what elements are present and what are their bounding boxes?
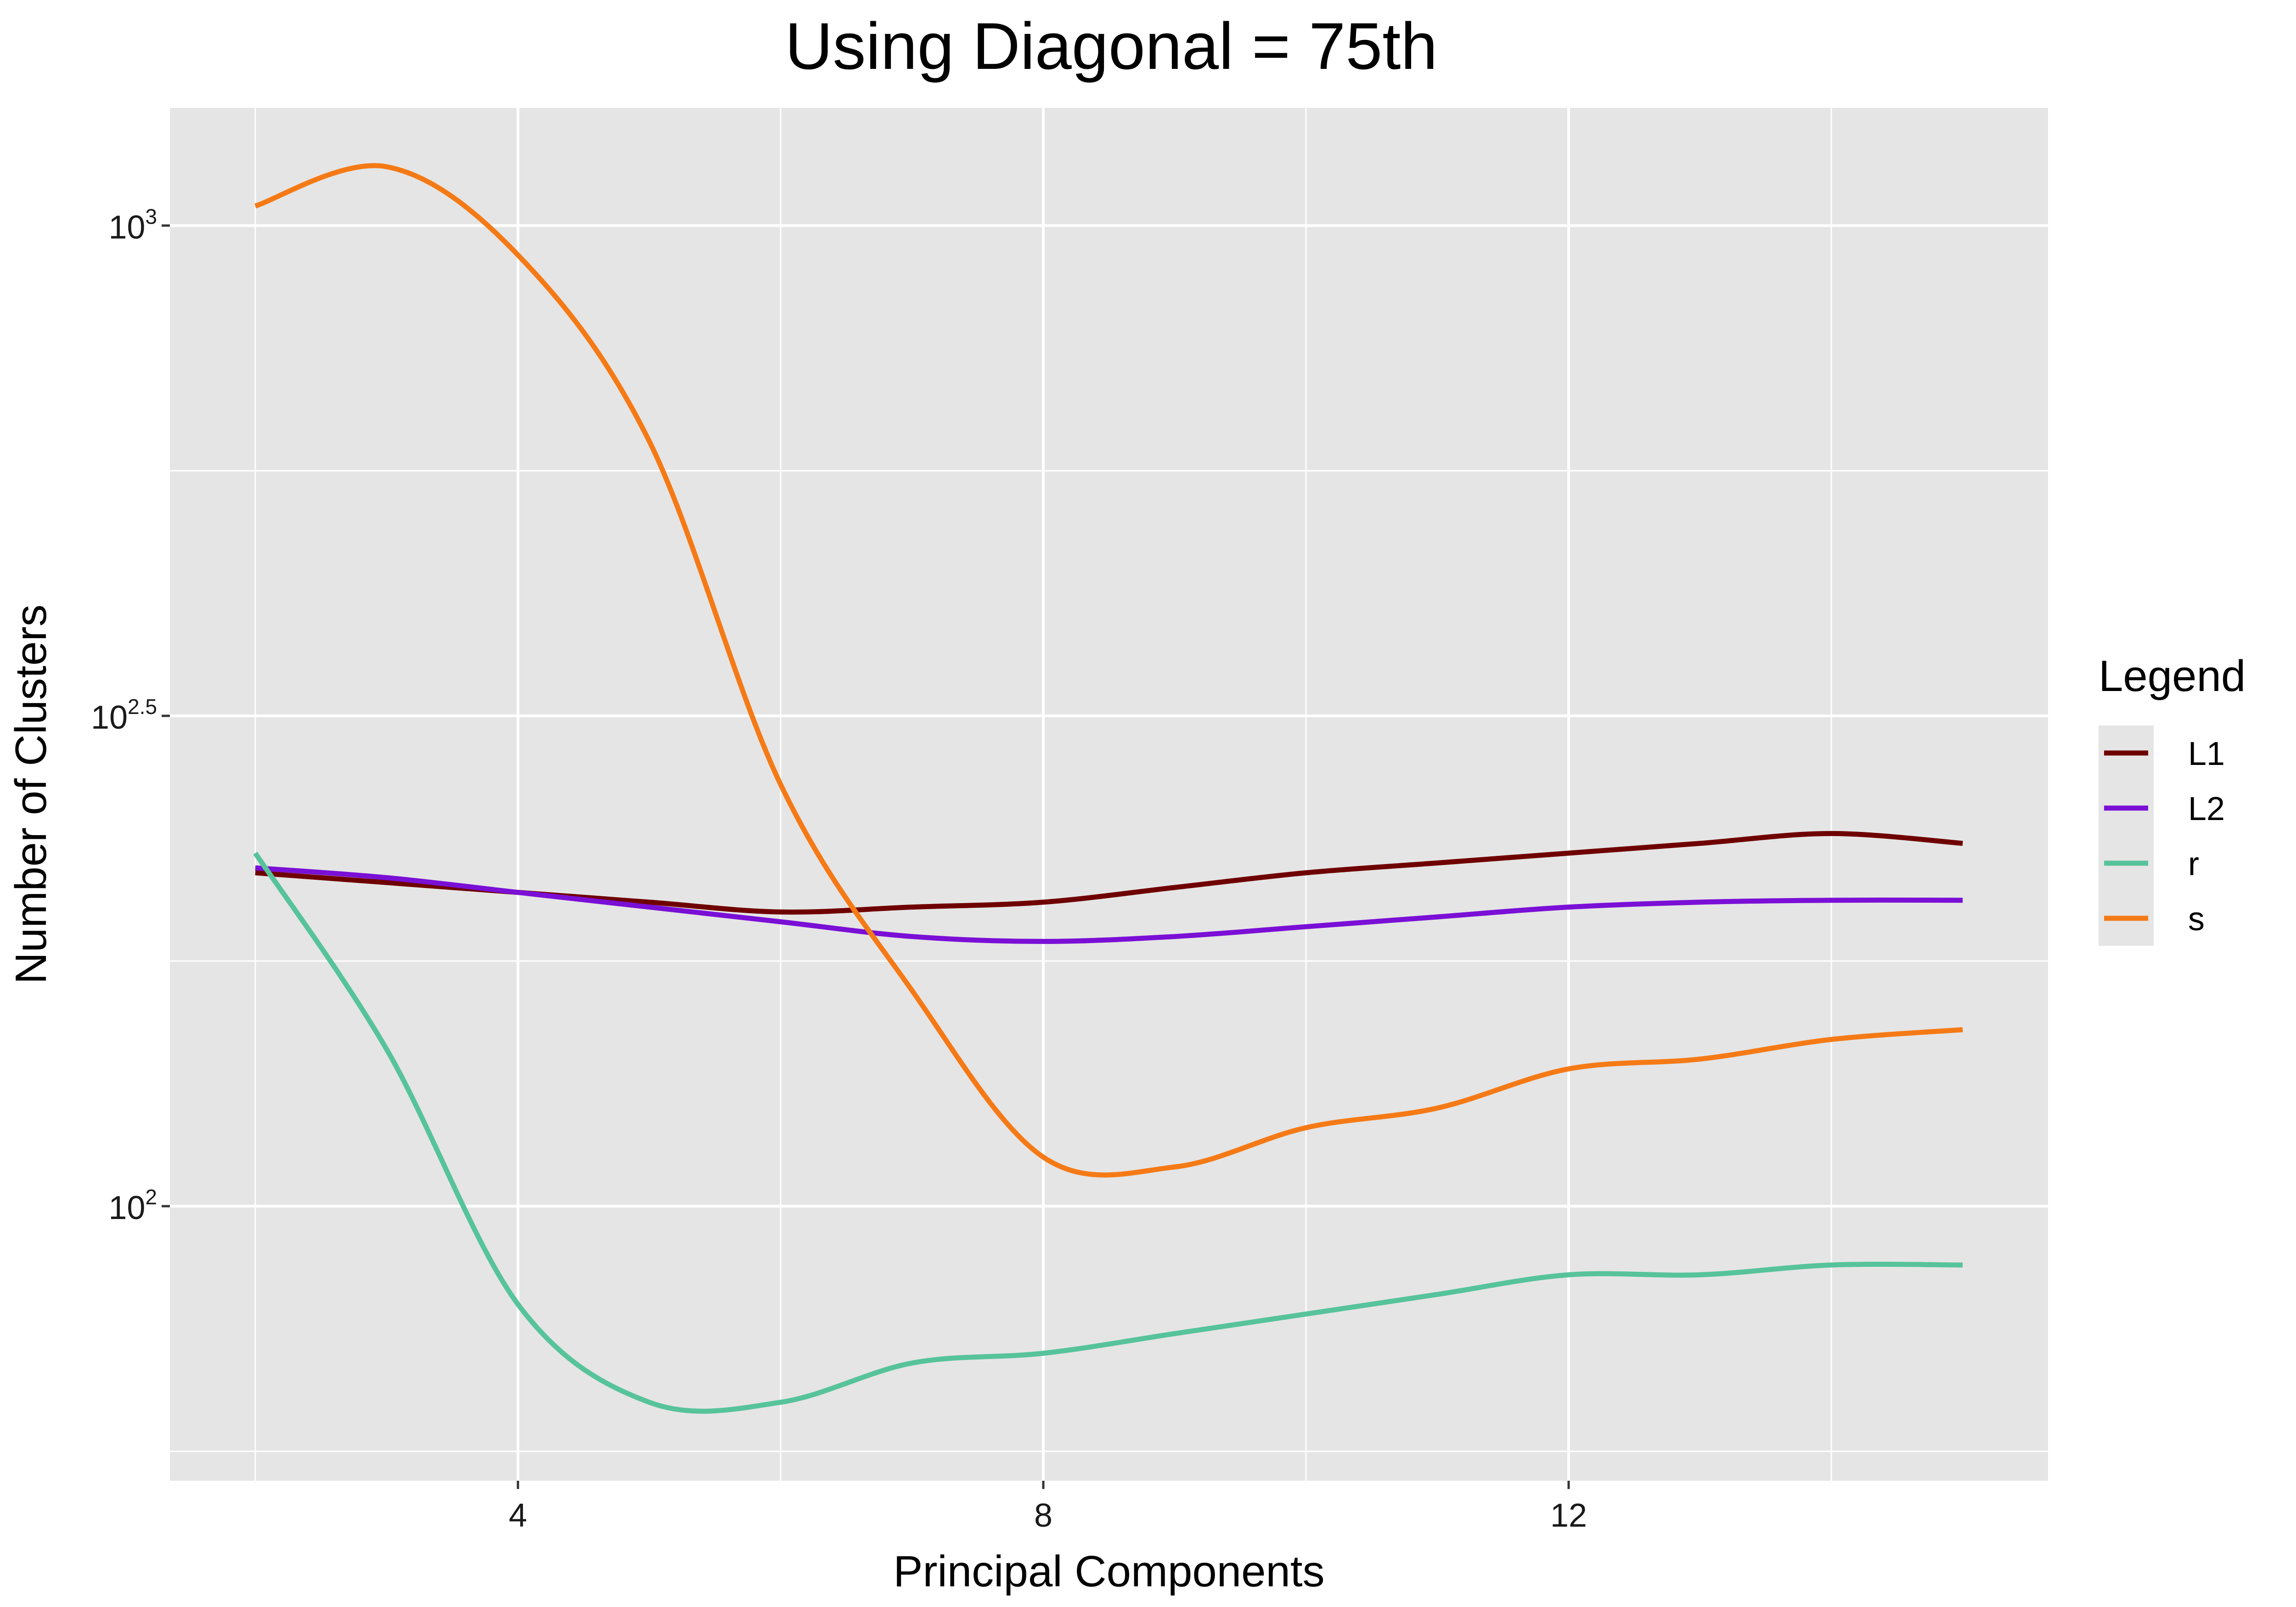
legend-label-L2: L2 <box>2188 791 2225 827</box>
x-tick-label: 12 <box>1550 1497 1587 1534</box>
x-axis: 4 8 12 <box>509 1481 1587 1534</box>
minor-gridlines <box>170 108 2048 1481</box>
series-layer <box>253 163 1963 1414</box>
legend-items: L1 L2 rs <box>2099 725 2225 946</box>
legend-title: Legend <box>2099 652 2245 701</box>
plot-panel <box>170 108 2048 1481</box>
y-tick-label: 103 <box>108 204 157 246</box>
y-tick-label: 102.5 <box>91 695 157 736</box>
x-tick-label: 8 <box>1034 1497 1052 1534</box>
legend-label-s: s <box>2188 901 2205 938</box>
series-line-r <box>253 852 1963 1414</box>
x-tick-label: 4 <box>509 1497 527 1534</box>
y-axis: 103 102.5 102 <box>91 204 170 1226</box>
y-axis-title: Number of Clusters <box>6 605 56 984</box>
major-gridlines <box>170 108 2048 1481</box>
legend-label-L1: L1 <box>2188 736 2225 772</box>
legend-label-r: r <box>2188 846 2199 882</box>
chart-title: Using Diagonal = 75th <box>785 9 1438 83</box>
series-line-s <box>254 163 1963 1178</box>
x-axis-title: Principal Components <box>893 1547 1324 1596</box>
legend: Legend L1 L2 rs <box>2099 652 2245 946</box>
series-line-L2 <box>255 865 1963 944</box>
y-tick-label: 102 <box>108 1185 157 1226</box>
